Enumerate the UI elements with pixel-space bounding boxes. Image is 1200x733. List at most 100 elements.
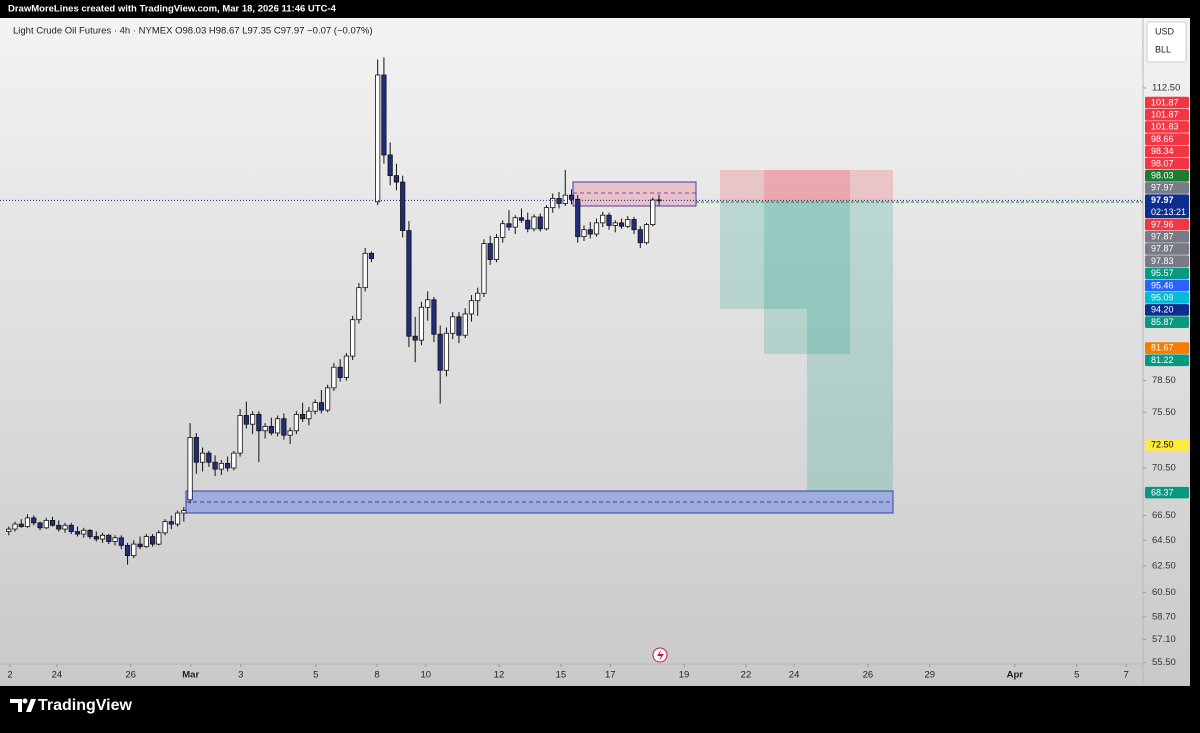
candle-body xyxy=(381,74,387,156)
y-tick-label: 55.50 xyxy=(1152,657,1176,668)
candle-body xyxy=(193,437,199,463)
candle-body xyxy=(593,222,600,235)
candle-body xyxy=(131,543,137,556)
price-tag-label: 72.50 xyxy=(1151,440,1174,450)
price-tag xyxy=(1145,486,1189,499)
candle-body xyxy=(268,425,274,434)
price-tag xyxy=(1145,121,1189,133)
price-tag xyxy=(1145,255,1189,267)
price-tag-label: 97.96 xyxy=(1151,219,1174,229)
candle-body xyxy=(200,452,206,463)
candle-body xyxy=(631,219,637,231)
candle-body xyxy=(637,229,643,244)
candle-body xyxy=(256,414,262,432)
target-area xyxy=(720,201,807,309)
candle-body xyxy=(418,306,425,341)
candle-body xyxy=(331,366,337,389)
candle-body xyxy=(162,521,168,534)
candle-body xyxy=(493,237,500,260)
price-tag xyxy=(1145,194,1189,219)
candle-body xyxy=(650,199,656,225)
candle-body xyxy=(318,402,324,411)
candle-body xyxy=(406,230,412,337)
candle-body xyxy=(243,415,249,425)
price-tag xyxy=(1145,182,1189,194)
currency[interactable]: USD xyxy=(1155,26,1175,36)
x-tick-label: 2 xyxy=(7,670,12,681)
x-tick-label: 5 xyxy=(1074,670,1079,681)
price-tag xyxy=(1145,279,1189,292)
candle-body xyxy=(81,529,87,535)
price-tag-label: 94.20 xyxy=(1151,305,1174,315)
footer-bar xyxy=(0,686,1200,728)
candle-body xyxy=(49,519,56,526)
candle-body xyxy=(387,154,393,177)
candle-body xyxy=(587,229,593,235)
candle-body xyxy=(99,534,106,540)
price-tag-countdown: 02:13:21 xyxy=(1151,207,1186,217)
unit[interactable]: BLL xyxy=(1155,44,1171,54)
y-tick-label: 112.50 xyxy=(1152,82,1180,93)
price-tag xyxy=(1145,157,1189,170)
candle-body xyxy=(575,198,581,238)
candle-body xyxy=(425,299,431,308)
candle-body xyxy=(543,207,550,230)
price-tag xyxy=(1145,218,1189,231)
price-tag-label: 97.97 xyxy=(1151,183,1174,193)
candle-body xyxy=(481,243,487,294)
candle-body xyxy=(550,198,556,209)
candle-body xyxy=(343,355,349,378)
price-tag xyxy=(1145,243,1189,255)
y-tick-label: 66.50 xyxy=(1152,510,1176,521)
x-tick-label: 12 xyxy=(494,670,505,681)
y-tick-label: 60.50 xyxy=(1152,587,1176,598)
candle-body xyxy=(656,199,662,202)
candle-body xyxy=(18,523,24,527)
candle-body xyxy=(525,219,531,230)
price-tag xyxy=(1145,439,1189,451)
candle-body xyxy=(56,524,62,530)
price-tag xyxy=(1145,145,1189,158)
price-tag-label: 97.87 xyxy=(1151,231,1174,241)
candle-body xyxy=(537,216,543,230)
candle-body xyxy=(250,414,256,425)
candle-body xyxy=(143,536,149,548)
price-tag-label: 95.09 xyxy=(1151,292,1174,302)
candle-body xyxy=(112,537,118,542)
candle-body xyxy=(625,219,631,227)
credit: DrawMoreLines created with TradingView.c… xyxy=(8,4,337,15)
price-tag-label: 98.03 xyxy=(1151,170,1174,180)
price-tag-label: 98.07 xyxy=(1151,158,1174,168)
candle-body xyxy=(456,316,462,336)
unit-box[interactable] xyxy=(1146,21,1187,63)
candle-body xyxy=(93,536,99,540)
candle-body xyxy=(43,519,49,529)
candle-body xyxy=(212,461,218,470)
candle-body xyxy=(300,414,306,420)
stop-area xyxy=(764,170,850,201)
candle-body xyxy=(568,194,575,200)
supply-zone[interactable] xyxy=(572,181,697,207)
price-tag-label: 81.67 xyxy=(1151,343,1174,353)
y-tick-label: 62.50 xyxy=(1152,560,1176,571)
candle-body xyxy=(362,252,368,289)
target-area xyxy=(807,201,893,491)
candle-body xyxy=(6,528,12,532)
x-tick-label: 7 xyxy=(1123,670,1128,681)
x-tick-label: 3 xyxy=(238,670,243,681)
short-positions[interactable] xyxy=(720,170,893,491)
candle-body xyxy=(37,522,43,529)
candle-body xyxy=(468,300,475,315)
x-tick-label: 26 xyxy=(125,670,136,681)
candle-body xyxy=(643,224,650,244)
price-tag-label: 85.87 xyxy=(1151,317,1174,327)
price-tag-label: 98.34 xyxy=(1151,146,1174,156)
candle-body xyxy=(174,512,181,525)
brand-name: TradingView xyxy=(38,697,133,714)
price-tag xyxy=(1145,342,1189,354)
candle-body xyxy=(106,534,112,542)
x-tick-label: 15 xyxy=(556,670,567,681)
candle-body xyxy=(124,544,131,556)
candle-body xyxy=(612,222,618,226)
